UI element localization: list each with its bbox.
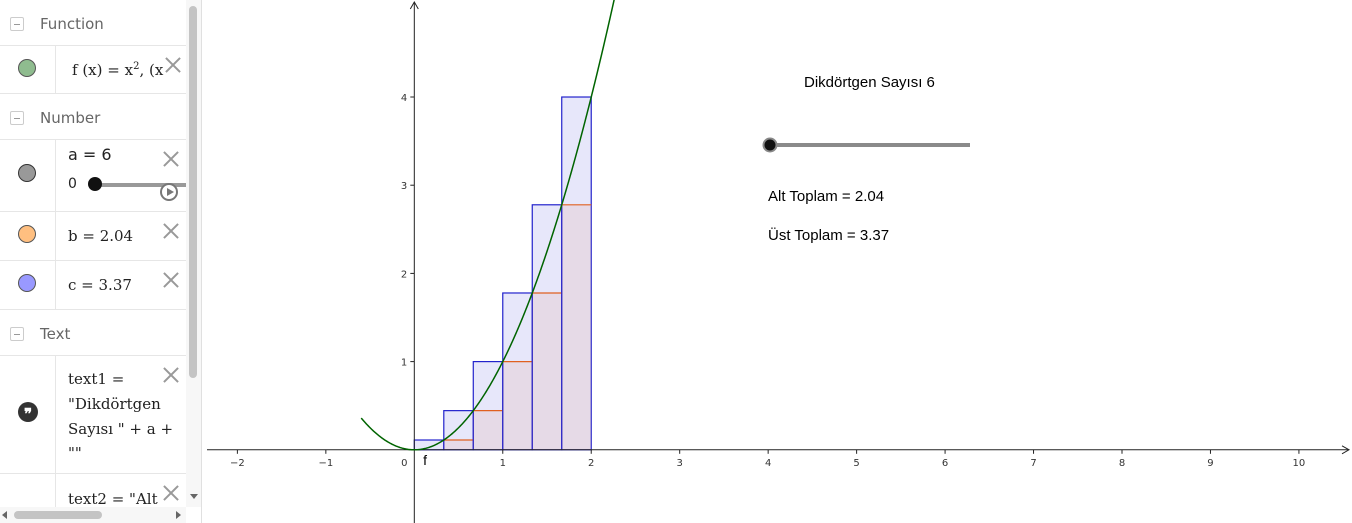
- function-curve[interactable]: [360, 0, 626, 451]
- delete-icon[interactable]: [162, 222, 180, 240]
- visibility-marker[interactable]: [0, 140, 56, 211]
- quote-icon[interactable]: ❞: [18, 402, 38, 423]
- x-axis-arrow: [1341, 445, 1351, 455]
- collapse-toggle-icon[interactable]: [10, 326, 24, 341]
- slider-expression[interactable]: a = 6: [68, 145, 112, 164]
- lower-rectangle: [443, 440, 474, 450]
- scrollbar-thumb[interactable]: [189, 6, 197, 378]
- scrollbar-thumb[interactable]: [14, 511, 102, 519]
- vertical-scrollbar[interactable]: [186, 0, 201, 507]
- algebra-row-c[interactable]: c = 3.37: [0, 261, 186, 310]
- group-label: Number: [40, 108, 101, 127]
- algebra-view: Function f (x) = x2, (x Number a = 6 0 b…: [0, 0, 202, 523]
- group-number[interactable]: Number: [0, 96, 186, 140]
- number-expression[interactable]: c = 3.37: [68, 276, 132, 294]
- color-dot-icon[interactable]: [18, 59, 36, 77]
- visibility-marker[interactable]: [0, 212, 56, 260]
- rectangle-count-text[interactable]: Dikdörtgen Sayısı 6: [804, 74, 935, 91]
- x-tick-label: 4: [765, 458, 771, 469]
- lower-rectangle: [532, 292, 562, 450]
- x-tick-label: 8: [1119, 458, 1125, 469]
- x-tick-label: 6: [942, 458, 948, 469]
- x-tick-label: −2: [230, 458, 245, 469]
- group-label: Function: [40, 14, 104, 33]
- scroll-right-icon[interactable]: [176, 511, 181, 519]
- group-label: Text: [40, 324, 71, 343]
- upper-rectangle: [413, 439, 445, 451]
- y-axis-arrow: [409, 0, 419, 10]
- text-expression-line[interactable]: text1 =: [68, 370, 125, 388]
- algebra-row-f[interactable]: f (x) = x2, (x: [0, 46, 186, 94]
- visibility-marker[interactable]: [0, 474, 56, 514]
- text-expression-line[interactable]: Sayısı " + a +: [68, 420, 174, 438]
- upper-sum-text[interactable]: Üst Toplam = 3.37: [768, 226, 889, 244]
- slider-handle[interactable]: [88, 177, 102, 191]
- text-expression-line[interactable]: "": [68, 444, 82, 462]
- y-tick-label: 4: [401, 93, 407, 104]
- function-expression[interactable]: f (x) = x2, (x: [72, 61, 164, 79]
- lower-rectangle: [502, 361, 533, 450]
- lower-rectangle: [561, 204, 592, 450]
- algebra-row-a[interactable]: a = 6 0: [0, 140, 186, 212]
- x-tick-label: 2: [588, 458, 594, 469]
- x-tick-label: 1: [500, 458, 506, 469]
- delete-icon[interactable]: [162, 271, 180, 289]
- horizontal-scrollbar[interactable]: [0, 507, 186, 523]
- slider-track[interactable]: [94, 183, 186, 187]
- y-tick-label: 2: [401, 269, 407, 280]
- function-label[interactable]: f: [423, 452, 427, 468]
- delete-icon[interactable]: [164, 56, 182, 74]
- color-dot-icon[interactable]: [18, 274, 36, 292]
- y-tick-label: 1: [401, 358, 407, 369]
- graphics-view[interactable]: −2 −1 0 1 2 3 4 5 6 7 8 9 10 1 2 3 4 f Dikdörtgen Sayısı…: [202, 0, 1352, 523]
- x-tick-label: 10: [1293, 458, 1306, 469]
- scroll-left-icon[interactable]: [2, 511, 7, 519]
- algebra-row-text1[interactable]: ❞ text1 = "Dikdörtgen Sayısı " + a + "": [0, 356, 186, 474]
- scroll-down-icon[interactable]: [190, 494, 198, 499]
- number-expression[interactable]: b = 2.04: [68, 227, 134, 245]
- color-dot-icon[interactable]: [18, 225, 36, 243]
- slider-min-label: 0: [68, 176, 77, 192]
- visibility-marker[interactable]: [0, 261, 56, 309]
- lower-rectangle: [473, 410, 503, 450]
- delete-icon[interactable]: [162, 484, 180, 502]
- color-dot-icon[interactable]: [18, 164, 36, 182]
- x-tick-label: 5: [853, 458, 859, 469]
- group-function[interactable]: Function: [0, 2, 186, 46]
- visibility-marker[interactable]: [0, 46, 56, 93]
- lower-sum-text[interactable]: Alt Toplam = 2.04: [768, 188, 884, 205]
- x-tick-label: 9: [1207, 458, 1213, 469]
- algebra-row-b[interactable]: b = 2.04: [0, 212, 186, 261]
- algebra-row-text2[interactable]: text2 = "Alt: [0, 474, 186, 514]
- x-tick-label: 7: [1030, 458, 1036, 469]
- visibility-marker[interactable]: ❞: [0, 356, 56, 473]
- x-tick-label: 3: [677, 458, 683, 469]
- text-expression-line[interactable]: "Dikdörtgen: [68, 395, 161, 413]
- text-expression[interactable]: text2 = "Alt: [68, 490, 158, 508]
- coordinate-axes: −2 −1 0 1 2 3 4 5 6 7 8 9 10 1 2 3 4: [207, 0, 1351, 523]
- x-tick-label: 0: [401, 458, 407, 469]
- delete-icon[interactable]: [162, 366, 180, 384]
- group-text[interactable]: Text: [0, 312, 186, 356]
- play-icon[interactable]: [160, 183, 178, 201]
- y-tick-label: 3: [401, 181, 407, 192]
- graphics-slider-handle[interactable]: [762, 137, 778, 153]
- collapse-toggle-icon[interactable]: [10, 16, 24, 31]
- riemann-rectangles: [413, 96, 592, 451]
- x-tick-label: −1: [318, 458, 333, 469]
- delete-icon[interactable]: [162, 150, 180, 168]
- collapse-toggle-icon[interactable]: [10, 110, 24, 125]
